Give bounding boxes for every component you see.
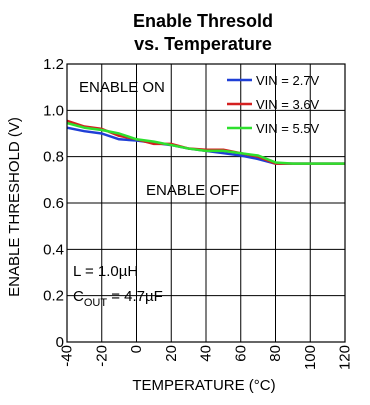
series-lines (66, 119, 345, 165)
legend-label-1: VIN = 2.7V (256, 73, 320, 88)
y-tick-label: 0.4 (43, 241, 64, 258)
annotation-inductance: L = 1.0µH (73, 263, 138, 280)
grid-lines (67, 64, 345, 342)
legend-label-3: VIN = 5.5V (256, 121, 320, 136)
annotation-cout-subscript: OUT (84, 297, 108, 309)
x-tick-labels: -40 -20 0 20 40 60 80 100 120 (59, 345, 354, 370)
x-tick-label: 0 (128, 345, 145, 353)
y-tick-label: 1.2 (43, 56, 64, 73)
x-axis-label: TEMPERATURE (°C) (132, 377, 275, 394)
x-tick-label: 120 (337, 345, 354, 370)
x-tick-label: 20 (163, 345, 180, 362)
y-tick-labels: 0 0.2 0.4 0.6 0.8 1.0 1.2 (43, 56, 64, 351)
plot-frame (66, 63, 346, 343)
legend: VIN = 2.7V VIN = 3.6V VIN = 5.5V (227, 73, 320, 136)
x-tick-label: 100 (302, 345, 319, 370)
annotation-cout: COUT = 4.7µF (73, 288, 163, 309)
y-tick-label: 0.2 (43, 288, 64, 305)
x-tick-label: -40 (59, 345, 76, 367)
x-tick-label: 40 (198, 345, 215, 362)
y-tick-label: 0 (56, 334, 64, 351)
x-tick-label: 60 (232, 345, 249, 362)
series-line-3 (66, 121, 345, 165)
annotation-enable-off: ENABLE OFF (146, 182, 239, 199)
y-tick-label: 0.8 (43, 149, 64, 166)
y-tick-label: 0.6 (43, 195, 64, 212)
annotation-enable-on: ENABLE ON (79, 79, 165, 96)
chart-title-line2: vs. Temperature (134, 34, 272, 54)
annotation-cout-main: C (73, 288, 84, 305)
x-tick-label: 80 (267, 345, 284, 362)
annotation-cout-value: = 4.7µF (107, 288, 163, 305)
y-axis-label: ENABLE THRESHOLD (V) (6, 117, 23, 297)
x-tick-label: -20 (93, 345, 110, 367)
y-tick-label: 1.0 (43, 102, 64, 119)
legend-label-2: VIN = 3.6V (256, 97, 320, 112)
chart-title-line1: Enable Thresold (133, 11, 273, 31)
